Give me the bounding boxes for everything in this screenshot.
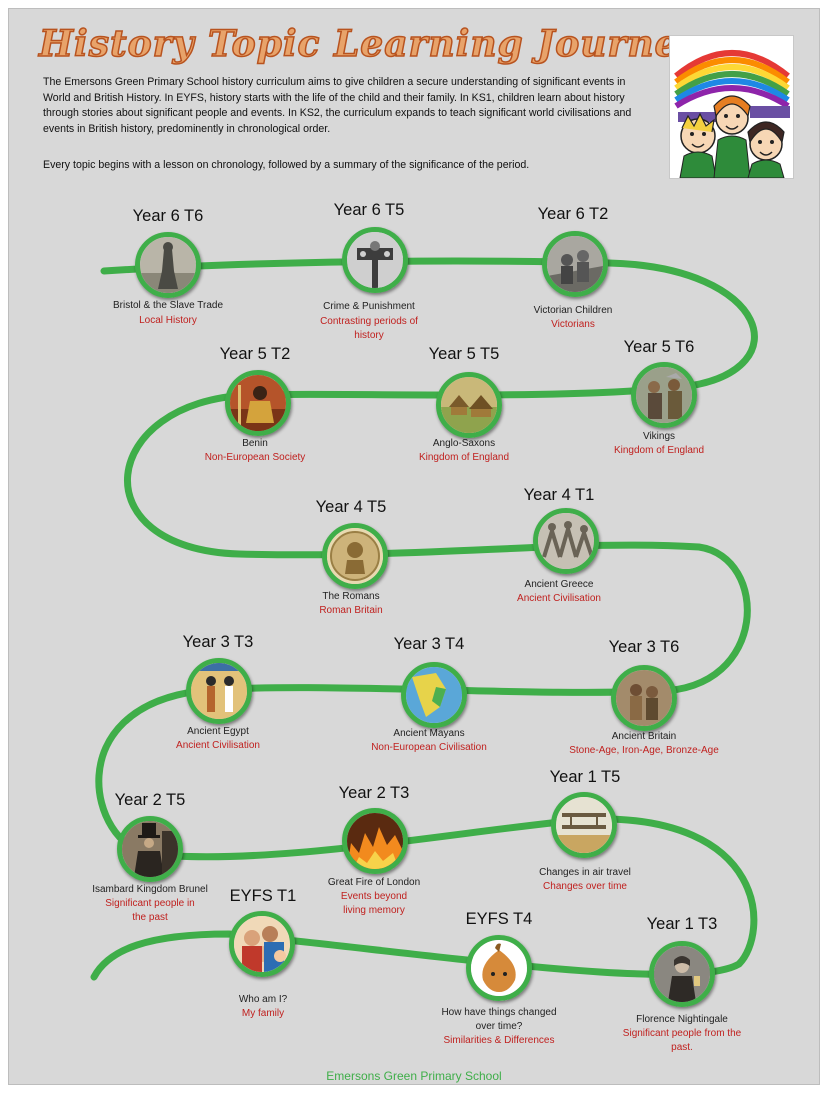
topic-name: Ancient Mayans xyxy=(393,728,465,739)
family-photo-icon xyxy=(229,911,295,977)
page-title: History Topic Learning Journey xyxy=(38,22,701,66)
topic-subtitle: Events beyond living memory xyxy=(340,891,408,916)
benin-warrior-photo-icon xyxy=(225,370,291,436)
topic-subtitle: Significant people in the past xyxy=(105,898,195,923)
topic-subtitle: Roman Britain xyxy=(319,605,383,616)
topic-year3-t6: Year 3 T6 Ancient Britain Stone-Age, Iro… xyxy=(554,638,734,763)
topic-name: Anglo-Saxons xyxy=(432,438,496,449)
topic-name: Ancient Britain xyxy=(611,731,677,742)
stone-age-people-photo-icon xyxy=(611,665,677,731)
topic-subtitle: Changes over time xyxy=(543,881,627,892)
topic-name: Changes in air travel xyxy=(539,867,631,878)
greek-frieze-photo-icon xyxy=(533,508,599,574)
topic-name: Florence Nightingale xyxy=(636,1014,728,1025)
topic-year-label: Year 6 T5 xyxy=(333,201,405,219)
topic-year-label: Year 3 T4 xyxy=(393,635,465,653)
great-fire-photo-icon xyxy=(342,808,408,874)
topic-year-label: Year 5 T2 xyxy=(219,345,291,363)
topic-subtitle: Kingdom of England xyxy=(613,445,705,456)
footer-school-name: Emersons Green Primary School xyxy=(326,1069,502,1083)
onion-character-photo-icon xyxy=(466,935,532,1001)
topic-subtitle: Significant people from the past. xyxy=(622,1028,742,1053)
topic-year1-t5: Year 1 T5 Changes in air travel Changes … xyxy=(495,768,675,893)
topic-subtitle: Victorians xyxy=(551,319,595,330)
topic-name: Bristol & the Slave Trade xyxy=(112,300,224,311)
pillory-photo-icon xyxy=(342,227,408,293)
topic-subtitle: Similarities & Differences xyxy=(443,1035,555,1046)
journey-path xyxy=(90,257,758,981)
topic-subtitle: My family xyxy=(241,1008,285,1019)
topic-year5-t2: Year 5 T2 Benin Non-European Society xyxy=(165,345,345,470)
topic-eyfs-t1: EYFS T1 Who am I? My family xyxy=(173,887,353,1019)
poster: History Topic Learning Journey The Emers… xyxy=(8,8,820,1085)
topic-year-label: Year 5 T6 xyxy=(623,338,695,356)
topic-year1-t3: Year 1 T3 Florence Nightingale Significa… xyxy=(592,915,772,1055)
topic-name: Victorian Children xyxy=(533,305,613,316)
topic-name: Ancient Greece xyxy=(524,579,594,590)
topic-subtitle: Local History xyxy=(139,315,197,326)
topic-subtitle: Ancient Civilisation xyxy=(176,740,260,751)
biplane-photo-icon xyxy=(551,792,617,858)
topic-subtitle: Kingdom of England xyxy=(418,452,510,463)
topic-year-label: EYFS T4 xyxy=(465,910,533,928)
topic-name: Great Fire of London xyxy=(327,877,421,888)
topic-subtitle: Stone-Age, Iron-Age, Bronze-Age xyxy=(569,745,719,756)
topic-year-label: Year 6 T2 xyxy=(537,205,609,223)
topic-name: Vikings xyxy=(642,431,676,442)
topic-subtitle: Contrasting periods of history xyxy=(320,316,418,341)
egyptian-painting-photo-icon xyxy=(186,658,252,724)
topic-year-label: Year 3 T6 xyxy=(608,638,680,656)
anglo-saxon-village-photo-icon xyxy=(436,372,502,438)
topic-name: Crime & Punishment xyxy=(323,301,415,312)
topic-year-label: Year 1 T5 xyxy=(549,768,621,786)
topic-year6-t5: Year 6 T5 Crime & Punishment Contrasting… xyxy=(279,201,459,341)
topic-year2-t3: Year 2 T3 Great Fire of London Events be… xyxy=(284,784,464,924)
topic-year3-t4: Year 3 T4 Ancient Mayans Non-European Ci… xyxy=(339,635,519,760)
victorian-children-photo-icon xyxy=(542,231,608,297)
topic-year5-t6: Year 5 T6 Vikings Kingdom of England xyxy=(569,338,749,463)
intro-note: Every topic begins with a lesson on chro… xyxy=(43,159,530,171)
viking-photo-icon xyxy=(631,362,697,428)
topic-year-label: Year 2 T5 xyxy=(114,791,186,809)
topic-year-label: Year 4 T1 xyxy=(523,486,595,504)
topic-name: How have things changed over time? xyxy=(441,1007,557,1032)
topic-year-label: Year 4 T5 xyxy=(315,498,387,516)
topic-name: The Romans xyxy=(322,591,380,602)
topic-year-label: Year 5 T5 xyxy=(428,345,500,363)
topic-year2-t5: Year 2 T5 Isambard Kingdom Brunel Signif… xyxy=(60,791,240,931)
school-logo xyxy=(669,35,794,179)
topic-name: Benin xyxy=(242,438,268,449)
topic-year-label: EYFS T1 xyxy=(229,887,297,905)
topic-year-label: Year 2 T3 xyxy=(338,784,410,802)
topic-subtitle: Non-European Society xyxy=(204,452,306,463)
topic-name: Isambard Kingdom Brunel xyxy=(92,884,208,895)
topic-year6-t6: Year 6 T6 Bristol & the Slave Trade Loca… xyxy=(78,207,258,337)
topic-year-label: Year 6 T6 xyxy=(132,207,204,225)
roman-coin-photo-icon xyxy=(322,523,388,589)
topic-year4-t1: Year 4 T1 Ancient Greece Ancient Civilis… xyxy=(469,486,649,611)
mayan-map-photo-icon xyxy=(401,662,467,728)
topic-eyfs-t4: EYFS T4 How have things changed over tim… xyxy=(409,910,589,1050)
topic-year6-t2: Year 6 T2 Victorian Children Victorians xyxy=(483,205,663,330)
statue-photo-icon xyxy=(135,232,201,298)
topic-name: Who am I? xyxy=(238,994,288,1005)
intro-paragraph: The Emersons Green Primary School histor… xyxy=(43,76,632,135)
topic-year5-t5: Year 5 T5 Anglo-Saxons Kingdom of Englan… xyxy=(374,345,554,470)
topic-year-label: Year 1 T3 xyxy=(646,915,718,933)
topic-year4-t5: Year 4 T5 The Romans Roman Britain xyxy=(261,498,441,623)
topic-subtitle: Ancient Civilisation xyxy=(517,593,601,604)
topic-year-label: Year 3 T3 xyxy=(182,633,254,651)
topic-subtitle: Non-European Civilisation xyxy=(371,742,487,753)
topic-name: Ancient Egypt xyxy=(187,726,249,737)
brunel-portrait-photo-icon xyxy=(117,816,183,882)
nightingale-portrait-photo-icon xyxy=(649,941,715,1007)
topic-year3-t3: Year 3 T3 Ancient Egypt Ancient Civilisa… xyxy=(128,633,308,758)
